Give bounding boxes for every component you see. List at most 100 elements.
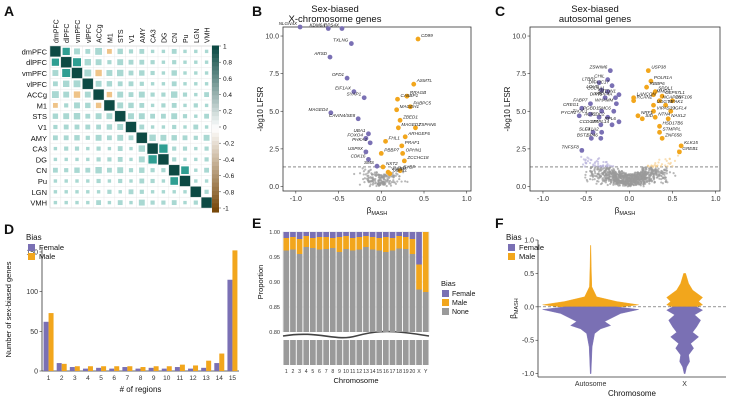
gene-point — [327, 54, 333, 60]
gene-point — [644, 84, 649, 90]
heatmap-cell — [118, 190, 122, 194]
background-gene-point — [373, 182, 377, 185]
gene-point — [400, 150, 406, 156]
gene-point — [378, 150, 384, 156]
heatmap-cell — [64, 200, 68, 205]
heatmap-cell — [150, 49, 155, 54]
gene-label: LANCON — [637, 92, 657, 97]
heatmap-cell — [106, 48, 112, 54]
heatmap-cell — [139, 81, 144, 86]
bar-e-legend: Bias Female Male None — [441, 279, 475, 316]
gene-point — [631, 98, 637, 104]
heatmap-cell — [150, 178, 155, 184]
heatmap-cell — [150, 200, 155, 205]
background-gene-point — [362, 170, 366, 173]
heatmap-cell — [171, 81, 177, 87]
heatmap-cell — [203, 134, 210, 141]
background-gene-point — [616, 178, 619, 181]
heatmap-cell — [150, 168, 155, 173]
background-gene-point — [375, 184, 378, 188]
bar-female — [43, 321, 49, 371]
y-tick-label: 0.0 — [516, 184, 526, 191]
stacked-bar-none-lower — [383, 340, 389, 365]
gene-point — [657, 98, 662, 104]
bar-female — [135, 368, 141, 371]
x-axis-label: Chromosome — [333, 376, 378, 385]
x-tick-label: X — [682, 381, 687, 388]
x-tick-label: 11 — [350, 369, 355, 375]
heatmap-cell — [117, 69, 124, 77]
beta-violin-chart: 1.0 0.5 0.0 -0.5 -1.0 Autosome X Chromosome βMAS… — [506, 233, 726, 398]
bar-male — [61, 363, 67, 371]
plot-title-line: Sex-biased — [311, 4, 359, 15]
gene-label: PABPC5 — [413, 101, 431, 106]
gene-point — [668, 108, 674, 114]
heatmap-cell — [84, 59, 91, 66]
background-gene-point — [648, 182, 651, 185]
heatmap-cell — [183, 60, 187, 64]
heatmap-cell — [128, 59, 134, 65]
gene-point — [576, 113, 582, 119]
gene-point — [351, 89, 357, 95]
heatmap-cell — [75, 200, 79, 205]
background-gene-point — [654, 172, 658, 175]
colorbar-segment — [212, 66, 219, 72]
stacked-bar-none-lower — [389, 340, 396, 365]
background-gene-point — [627, 173, 630, 176]
y-axis-label: Proportion — [256, 265, 265, 300]
background-gene-point — [620, 174, 623, 178]
background-gene-point — [636, 176, 639, 179]
background-gene-point — [584, 159, 587, 162]
gene-point — [596, 80, 602, 86]
background-gene-point — [623, 181, 626, 184]
bar-female — [188, 368, 194, 371]
axis-break-wave — [282, 330, 430, 339]
heatmap-cell — [84, 91, 91, 98]
background-gene-point — [652, 165, 655, 168]
stacked-bar-none-lower — [416, 340, 422, 365]
heatmap-row-label: LGN — [32, 188, 47, 197]
gene-point — [374, 163, 380, 169]
background-gene-point — [622, 175, 625, 179]
heatmap-cell — [63, 124, 69, 130]
heatmap-cell — [62, 47, 70, 56]
heatmap-cell — [193, 124, 199, 130]
gene-label: NRF1 — [641, 110, 653, 115]
heatmap-cell — [53, 157, 58, 162]
bar-female — [69, 367, 75, 371]
heatmap-cell — [190, 186, 202, 198]
legend-title: Bias — [506, 233, 522, 242]
stacked-bar-none — [396, 248, 402, 332]
heatmap-cell — [183, 157, 187, 162]
background-gene-point — [584, 161, 587, 164]
background-gene-point — [381, 181, 384, 184]
gene-point — [588, 111, 593, 117]
background-gene-point — [595, 174, 598, 178]
heatmap-row-label: VMH — [30, 199, 47, 208]
gene-label: RRAGB — [410, 90, 426, 95]
heatmap-column-label: STS — [118, 29, 125, 43]
heatmap-cell — [117, 146, 123, 152]
stacked-bar-female — [349, 232, 356, 238]
stacked-bar-none-lower — [283, 340, 290, 365]
colorbar-tick-label: 0.6 — [223, 76, 232, 83]
background-gene-point — [618, 174, 621, 177]
colorbar-tick-label: 1 — [223, 44, 227, 51]
background-gene-point — [610, 165, 613, 168]
gene-label: ARHGEF6 — [407, 131, 430, 136]
heatmap-cell — [161, 190, 166, 194]
background-gene-point — [364, 168, 367, 171]
background-gene-point — [656, 168, 659, 172]
colorbar-segment — [212, 157, 219, 163]
background-gene-point — [657, 161, 660, 164]
heatmap-cell — [139, 70, 145, 76]
heatmap-cell — [204, 167, 210, 173]
gene-label: SYBP — [403, 165, 416, 170]
gene-point — [588, 135, 594, 141]
heatmap-cell — [193, 200, 198, 205]
gene-label: CDC2 — [592, 111, 605, 116]
background-gene-point — [600, 182, 604, 185]
heatmap-cell — [204, 103, 209, 108]
gene-label: CA5BP1 — [401, 93, 419, 98]
